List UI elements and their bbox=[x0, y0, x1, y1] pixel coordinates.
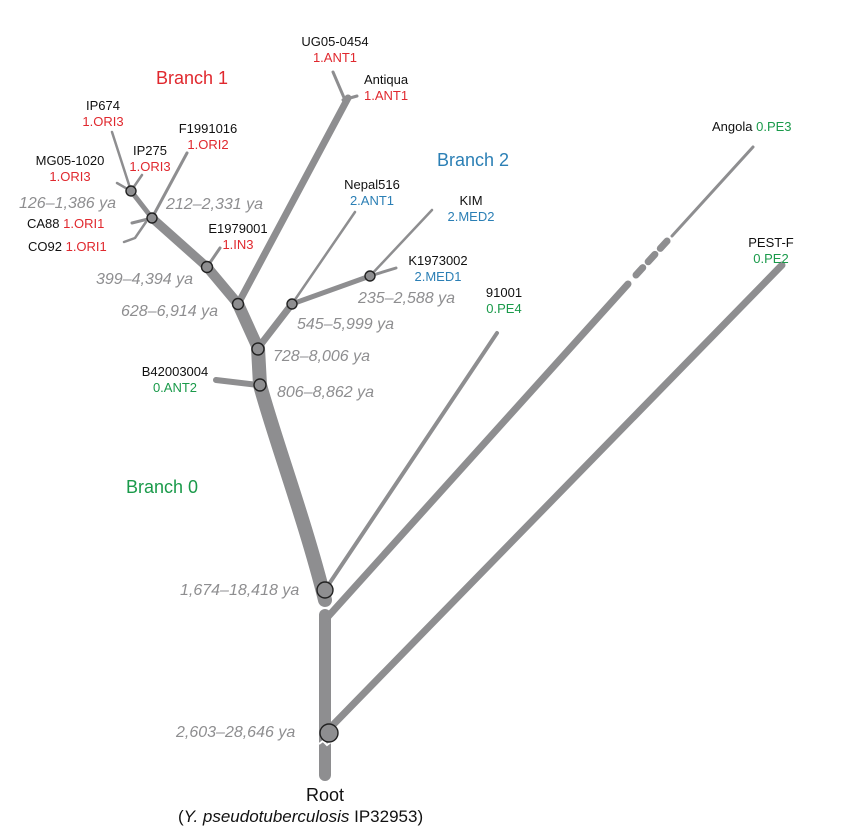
branch-pestf bbox=[324, 261, 786, 734]
leaf-f1991016: F1991016 1.ORI2 bbox=[172, 121, 244, 153]
leaf-ip275: IP275 1.ORI3 bbox=[124, 143, 176, 175]
leaf-lineage: 1.ORI2 bbox=[187, 137, 229, 152]
root-subtitle-open: ( bbox=[178, 807, 184, 826]
leaf-k1973002: K1973002 2.MED1 bbox=[400, 253, 476, 285]
leaf-e1979001: E1979001 1.IN3 bbox=[202, 221, 274, 253]
leaf-strain: KIM bbox=[459, 193, 483, 208]
node-628 bbox=[231, 297, 245, 311]
leaf-b42003004: B42003004 0.ANT2 bbox=[134, 364, 216, 396]
branch-ip674 bbox=[110, 130, 133, 193]
leaf-strain: 91001 bbox=[485, 285, 523, 300]
branch-angola bbox=[321, 280, 632, 624]
node-545 bbox=[286, 298, 298, 310]
leaf-strain: PEST-F bbox=[748, 235, 794, 250]
leaf-strain: E1979001 bbox=[208, 221, 268, 236]
leaf-lineage: 1.ORI3 bbox=[49, 169, 91, 184]
leaf-ug05: UG05-0454 1.ANT1 bbox=[290, 34, 380, 66]
leaf-strain: Antiqua bbox=[364, 72, 409, 87]
branch-ori3 bbox=[128, 188, 155, 221]
node-728 bbox=[251, 342, 265, 356]
branch-91001 bbox=[323, 331, 499, 592]
branch-k-node bbox=[289, 273, 373, 307]
leaf-91001: 91001 0.PE4 bbox=[478, 285, 530, 317]
leaf-lineage: 1.IN3 bbox=[222, 237, 254, 252]
date-545: 545–5,999 ya bbox=[297, 316, 394, 333]
branch0-label: Branch 0 bbox=[126, 477, 199, 497]
date-235: 235–2,588 ya bbox=[358, 290, 455, 307]
leaf-lineage: 1.ANT1 bbox=[312, 50, 358, 65]
leaf-strain: F1991016 bbox=[178, 121, 238, 136]
leaf-lineage: 1.ORI3 bbox=[129, 159, 171, 174]
branch1-inner bbox=[202, 262, 243, 309]
root-subtitle-strain: IP32953) bbox=[349, 807, 424, 826]
leaf-co92: CO92 1.ORI1 bbox=[28, 239, 107, 255]
date-628: 628–6,914 ya bbox=[121, 303, 218, 320]
branch-angola-tip bbox=[670, 145, 755, 238]
leaf-mg05: MG05-1020 1.ORI3 bbox=[28, 153, 112, 185]
leaf-lineage: 1.ORI1 bbox=[65, 239, 107, 254]
node-1674 bbox=[316, 581, 334, 599]
branch-co92 bbox=[122, 220, 148, 244]
branch-b42003004 bbox=[213, 377, 261, 388]
root-label: Root bbox=[305, 785, 345, 805]
leaf-nepal516: Nepal516 2.ANT1 bbox=[336, 177, 408, 209]
branch-ug05 bbox=[331, 70, 347, 102]
leaf-strain: IP275 bbox=[133, 143, 167, 158]
leaf-ip674: IP674 1.ORI3 bbox=[76, 98, 130, 130]
node-2603 bbox=[319, 723, 339, 743]
branch1-stem bbox=[232, 298, 264, 354]
leaf-strain: B42003004 bbox=[141, 364, 209, 379]
leaf-lineage: 0.PE2 bbox=[753, 251, 789, 266]
node-806 bbox=[253, 378, 267, 392]
leaf-lineage: 1.ORI1 bbox=[63, 216, 105, 231]
leaf-strain: K1973002 bbox=[408, 253, 468, 268]
leaf-strain: IP674 bbox=[86, 98, 120, 113]
leaf-lineage: 1.ORI3 bbox=[82, 114, 124, 129]
leaf-strain: Angola bbox=[712, 119, 753, 134]
leaf-lineage: 1.ANT1 bbox=[364, 88, 409, 103]
leaf-pestf: PEST-F 0.PE2 bbox=[744, 235, 798, 267]
leaf-kim: KIM 2.MED2 bbox=[440, 193, 502, 225]
date-728: 728–8,006 ya bbox=[273, 348, 370, 365]
leaf-lineage: 0.ANT2 bbox=[152, 380, 198, 395]
branch-nepal516 bbox=[290, 210, 357, 306]
date-126: 126–1,386 ya bbox=[19, 195, 116, 212]
branch-f1991016 bbox=[150, 151, 189, 220]
leaf-lineage: 2.MED1 bbox=[414, 269, 462, 284]
leaf-lineage: 0.PE3 bbox=[756, 119, 792, 134]
date-212: 212–2,331 ya bbox=[166, 196, 263, 213]
leaf-strain: CA88 bbox=[27, 216, 60, 231]
leaf-lineage: 2.MED2 bbox=[447, 209, 495, 224]
root-subtitle-species: Y. pseudotuberculosis bbox=[183, 807, 350, 826]
leaf-antiqua: Antiqua 1.ANT1 bbox=[364, 72, 408, 104]
node-399 bbox=[200, 260, 214, 274]
branch-kim bbox=[368, 208, 434, 278]
branch-angola-dash bbox=[632, 236, 672, 279]
date-1674: 1,674–18,418 ya bbox=[180, 582, 300, 599]
leaf-ca88: CA88 1.ORI1 bbox=[27, 216, 104, 232]
leaf-lineage: 0.PE4 bbox=[486, 301, 522, 316]
leaf-lineage: 2.ANT1 bbox=[349, 193, 395, 208]
main-trunk bbox=[251, 341, 332, 607]
node-212 bbox=[146, 212, 158, 224]
leaf-strain: MG05-1020 bbox=[35, 153, 105, 168]
leaf-strain: UG05-0454 bbox=[301, 34, 369, 49]
branch2-stem bbox=[254, 300, 296, 352]
date-2603: 2,603–28,646 ya bbox=[176, 724, 296, 741]
branch2-label: Branch 2 bbox=[437, 150, 510, 170]
branch1-ori bbox=[147, 213, 212, 272]
branch1-label: Branch 1 bbox=[156, 68, 229, 88]
root-subtitle: (Y. pseudotuberculosis IP32953) bbox=[178, 807, 423, 827]
node-126 bbox=[125, 185, 137, 197]
leaf-strain: CO92 bbox=[28, 239, 62, 254]
date-806: 806–8,862 ya bbox=[277, 384, 374, 401]
leaf-angola: Angola 0.PE3 bbox=[712, 119, 792, 135]
date-399: 399–4,394 ya bbox=[96, 271, 193, 288]
leaf-strain: Nepal516 bbox=[344, 177, 400, 192]
trunk-break-mark bbox=[318, 739, 332, 747]
node-235 bbox=[364, 270, 376, 282]
branch-antiqua bbox=[234, 94, 352, 308]
